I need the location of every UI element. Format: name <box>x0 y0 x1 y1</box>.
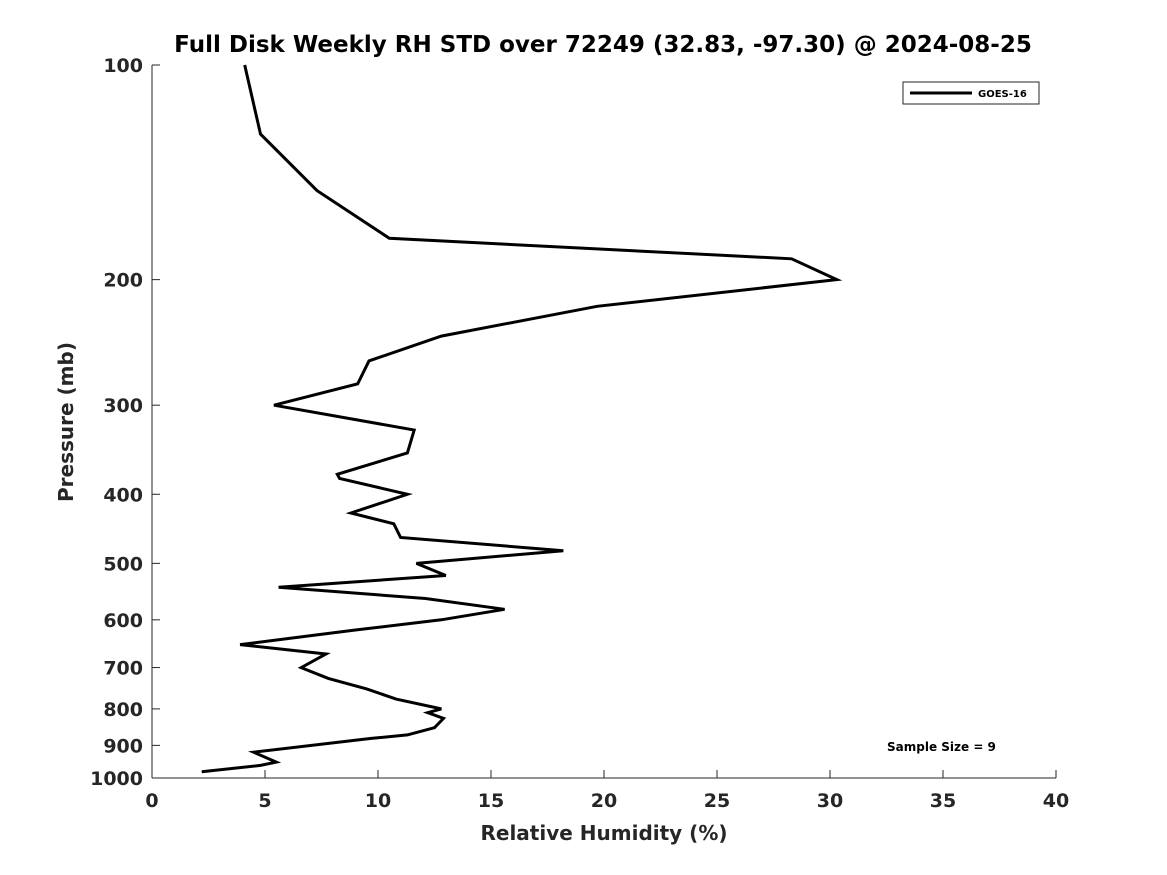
y-tick-label: 500 <box>103 553 143 575</box>
y-tick-label: 100 <box>103 55 143 77</box>
y-axis-label: Pressure (mb) <box>54 342 78 502</box>
y-tick-label: 200 <box>103 270 143 292</box>
x-axis-label: Relative Humidity (%) <box>480 821 727 845</box>
y-tick-label: 700 <box>103 658 143 680</box>
legend-label-goes-16: GOES-16 <box>978 89 1027 100</box>
x-tick-label: 15 <box>478 790 504 812</box>
chart-title: Full Disk Weekly RH STD over 72249 (32.8… <box>174 32 1032 58</box>
x-tick-label: 5 <box>258 790 271 812</box>
x-tick-label: 40 <box>1043 790 1069 812</box>
x-tick-label: 30 <box>817 790 843 812</box>
series-layer <box>201 64 843 774</box>
x-tick-label: 35 <box>930 790 956 812</box>
series-line-goes-16 <box>201 64 843 774</box>
y-tick-label: 400 <box>103 484 143 506</box>
axis-ticks: 0 5 10 15 20 25 30 35 40 100 200 300 400 500 600 700 800… <box>90 55 1069 812</box>
y-tick-label: 300 <box>103 395 143 417</box>
x-tick-label: 0 <box>145 790 158 812</box>
x-tick-label: 20 <box>591 790 617 812</box>
x-tick-label: 25 <box>704 790 730 812</box>
sample-size-annotation: Sample Size = 9 <box>887 740 996 754</box>
y-tick-label: 600 <box>103 610 143 632</box>
y-tick-label: 900 <box>103 735 143 757</box>
plot-axes <box>151 65 1056 779</box>
y-tick-label: 1000 <box>90 768 143 790</box>
legend: GOES-16 <box>902 81 1040 105</box>
y-tick-label: 800 <box>103 699 143 721</box>
x-tick-label: 10 <box>365 790 391 812</box>
